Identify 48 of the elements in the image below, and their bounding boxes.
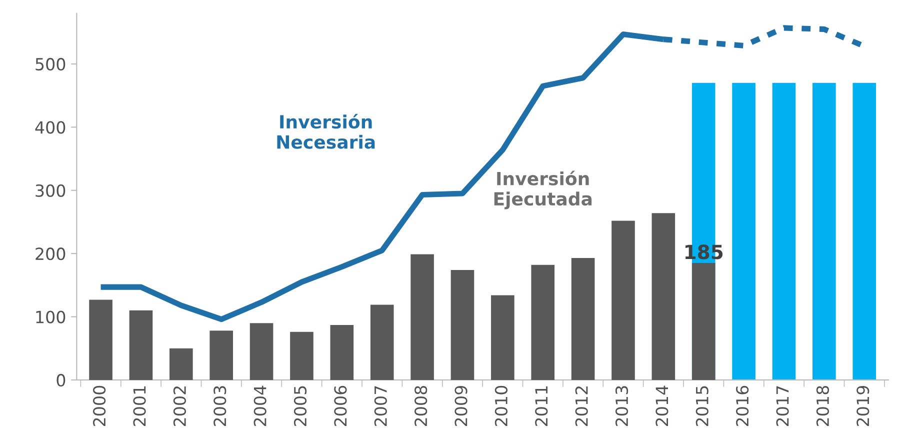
y-tick-label: 500 bbox=[36, 58, 66, 71]
x-tick-label: 2013 bbox=[615, 386, 628, 426]
bar bbox=[732, 82, 756, 380]
x-tick-label: 2010 bbox=[494, 386, 508, 426]
y-tick-label: 400 bbox=[35, 121, 66, 134]
bar bbox=[852, 82, 876, 380]
y-tick-label: 200 bbox=[36, 248, 66, 260]
bar bbox=[129, 310, 153, 380]
bar bbox=[250, 323, 274, 380]
bar bbox=[370, 304, 394, 380]
y-tick-label: 0 bbox=[56, 374, 66, 387]
x-tick-label: 2005 bbox=[294, 386, 307, 426]
bar bbox=[89, 300, 112, 380]
bar bbox=[652, 213, 676, 380]
x-tick-label: 2008 bbox=[414, 386, 428, 426]
bar bbox=[531, 264, 555, 380]
bar bbox=[612, 220, 635, 380]
y-tick-label: 300 bbox=[36, 184, 66, 197]
x-tick-label: 2009 bbox=[454, 386, 468, 426]
bar bbox=[410, 254, 434, 380]
x-tick-label: 2016 bbox=[736, 386, 749, 426]
bar bbox=[772, 82, 796, 380]
bar bbox=[290, 332, 314, 380]
x-tick-label: 2012 bbox=[575, 386, 588, 426]
x-tick-label: 2011 bbox=[535, 386, 548, 426]
x-tick-label: 2001 bbox=[133, 386, 146, 426]
bar bbox=[170, 348, 193, 380]
x-tick-label: 2006 bbox=[334, 386, 347, 426]
bar bbox=[450, 270, 474, 380]
x-tick-label: 2000 bbox=[93, 386, 106, 426]
bar bbox=[692, 263, 716, 380]
bar bbox=[210, 330, 233, 380]
x-tick-label: 2014 bbox=[656, 386, 668, 426]
x-tick-label: 2003 bbox=[214, 386, 226, 426]
x-tick-label: 2007 bbox=[374, 386, 387, 426]
series-label: Inversión Ejecutada bbox=[494, 170, 592, 210]
x-tick-label: 2019 bbox=[856, 386, 870, 426]
x-tick-label: 2018 bbox=[816, 386, 830, 426]
text: Inversión Necesaria bbox=[277, 114, 375, 149]
x-tick-label: 2015 bbox=[696, 386, 708, 426]
x-tick-label: 2002 bbox=[173, 386, 186, 426]
y-tick-label: 100 bbox=[36, 310, 66, 324]
bar bbox=[491, 295, 514, 380]
bar bbox=[330, 324, 354, 380]
bar bbox=[812, 82, 836, 380]
x-tick-label: 2017 bbox=[776, 386, 789, 426]
x-tick-label: 2004 bbox=[254, 386, 266, 426]
bar bbox=[571, 258, 595, 380]
